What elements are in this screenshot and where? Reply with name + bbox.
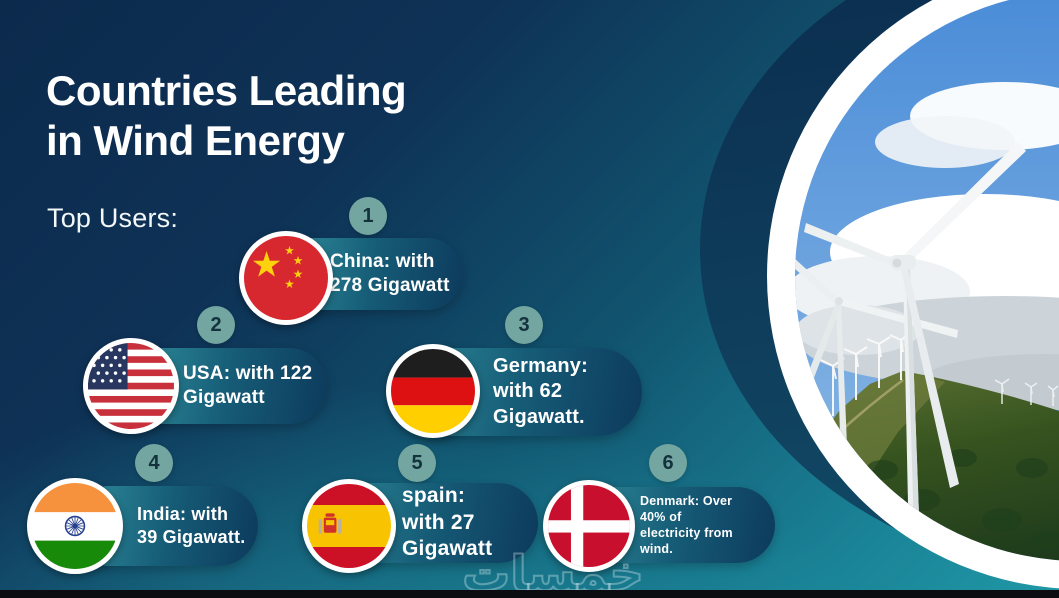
rank-badge: 3 [505, 306, 543, 344]
country-label: spain: with 27 Gigawatt [402, 483, 493, 561]
watermark: خمسات [461, 545, 644, 598]
country-label: China: with 278 Gigawatt [330, 250, 450, 296]
rank-badge: 5 [398, 444, 436, 482]
germany-flag-icon [386, 344, 480, 438]
country-label: Germany: with 62 Gigawatt. [493, 354, 588, 428]
page-title: Countries Leading in Wind Energy [46, 67, 407, 165]
far-turbines [994, 378, 1059, 406]
svg-text:★: ★ [284, 243, 295, 257]
bottom-bar [0, 590, 1059, 598]
distant-turbines [820, 332, 912, 416]
india-flag-icon [27, 478, 123, 574]
rank-badge: 6 [649, 444, 687, 482]
svg-text:★: ★ [293, 254, 304, 268]
rank-badge: 2 [197, 306, 235, 344]
country-label: India: with 39 Gigawatt. [137, 503, 246, 547]
svg-text:★: ★ [293, 267, 304, 281]
china-flag-icon: ★ ★ ★ ★ ★ [239, 231, 333, 325]
country-pill: USA: with 122 Gigawatt [150, 348, 327, 424]
svg-text:★: ★ [251, 244, 283, 285]
denmark-flag-icon [543, 480, 635, 572]
country-label: Denmark: Over 40% of electricity from wi… [640, 494, 733, 556]
country-label: USA: with 122 Gigawatt [183, 362, 313, 408]
usa-flag-icon [83, 338, 179, 434]
left-turbine [795, 247, 958, 470]
subtitle-top-users: Top Users: [47, 203, 179, 233]
spain-flag-icon [302, 479, 396, 573]
rank-badge: 1 [349, 197, 387, 235]
rank-badge: 4 [135, 444, 173, 482]
svg-text:★: ★ [284, 277, 295, 291]
